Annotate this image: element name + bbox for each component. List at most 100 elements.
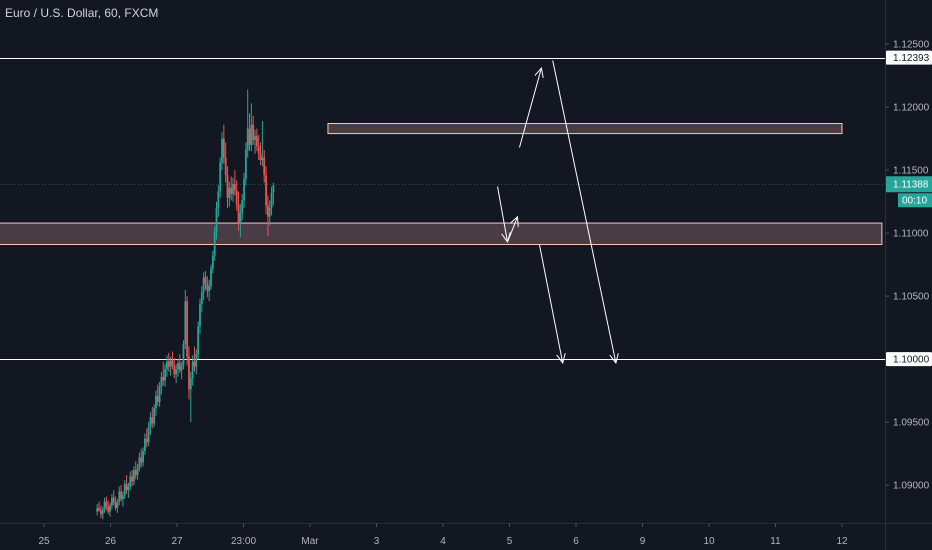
candle-body [250,124,253,145]
candle-body [134,470,137,476]
candle-body [145,438,148,443]
zones-layer [0,123,883,245]
candle-body [241,200,244,213]
candle-body [136,467,139,476]
candle-body [177,362,179,370]
chart-title: Euro / U.S. Dollar, 60, FXCM [5,6,159,20]
candle-body [103,501,106,510]
candle-body [138,457,141,468]
candle-body [193,361,196,367]
candle-body [213,231,216,256]
time-tick-label: Mar [301,536,319,547]
last-price-badge [886,176,932,193]
candle-body [199,303,201,327]
level-price-badge [886,50,932,65]
price-tick-label: 1.09000 [893,481,930,492]
candle-body [153,408,155,424]
candle-body [186,301,189,357]
time-tick-label: 25 [38,536,50,547]
candle-body [195,354,198,367]
arrow-line[interactable] [507,216,518,243]
arrow-head [534,66,544,78]
arrows-layer [497,60,619,365]
arrow-line[interactable] [518,67,542,148]
time-tick-label: 3 [374,536,380,547]
candle-body [142,451,144,463]
candle-body [178,362,181,371]
candle-body [171,360,174,366]
candle-body [112,497,115,503]
candle-body [233,183,236,191]
candle-body [121,495,124,500]
price-tick-label: 1.12500 [893,40,930,51]
arrow-head [609,353,619,365]
badges-layer: 1.12393 1.10000 1.11388 00:10 [886,50,932,367]
candle-body [228,187,231,198]
price-tick-label: 1.10500 [893,292,930,303]
candle-body [123,483,126,496]
price-tick-label: 1.11500 [893,166,929,177]
candle-body [248,128,251,145]
candle-body [114,502,117,508]
candle-body [237,204,240,224]
arrow-line[interactable] [497,186,508,243]
time-tick-label: 10 [703,536,715,547]
candle-body [158,386,161,403]
candle-body [222,138,225,158]
candle-body [166,361,168,370]
zone-rectangle[interactable] [0,222,883,245]
candle-body [144,438,146,452]
arrow-line[interactable] [538,244,564,364]
candle-body [254,136,256,140]
candle-body [259,153,262,161]
candle-body [155,395,157,409]
candle-body [255,136,258,147]
candle-body [120,491,122,500]
candle-body [204,277,207,284]
time-tick-label: 11 [770,536,781,547]
candle-body [246,128,249,150]
candle-body [107,506,110,512]
candle-body [127,486,130,491]
candle-body [270,192,273,208]
price-axis[interactable]: 1.12500 1.12000 1.11500 1.11000 1.10500 1.100… [885,40,930,492]
time-tick-label: 26 [105,536,117,547]
candle-body [99,510,102,515]
countdown-label: 00:10 [902,196,927,207]
candle-body [272,185,275,193]
candle-body [162,376,165,381]
candle-body [263,157,266,176]
candle-body [244,149,247,179]
candle-body [175,369,178,375]
candle-body [221,138,223,163]
candle-body [96,507,99,512]
candle-body [243,178,245,201]
candle-body [226,175,229,198]
time-tick-label: 9 [640,536,646,547]
candle-body [191,361,194,379]
candle-body [105,501,108,507]
candles-layer [96,89,275,520]
time-tick-label: 27 [171,536,183,547]
candle-body [219,162,222,192]
arrow-head [509,215,519,227]
candle-body [98,507,100,511]
zone-rectangle[interactable] [327,123,843,135]
arrow-line[interactable] [552,60,617,364]
countdown-badge [898,193,932,208]
price-tick-label: 1.12000 [893,103,930,114]
candle-body [268,207,271,217]
candle-body [189,378,192,390]
level-price-badge [886,352,932,367]
time-axis[interactable]: 25 26 27 23:00 Mar 3 4 5 6 9 10 11 12 [38,523,848,547]
candle-body [224,157,227,176]
last-price-label: 1.11388 [893,180,929,191]
candle-body [206,283,209,292]
candle-body [235,190,238,205]
candle-body [184,301,187,345]
candle-body [164,369,167,381]
levels-layer [0,58,885,360]
candle-body [252,124,255,140]
